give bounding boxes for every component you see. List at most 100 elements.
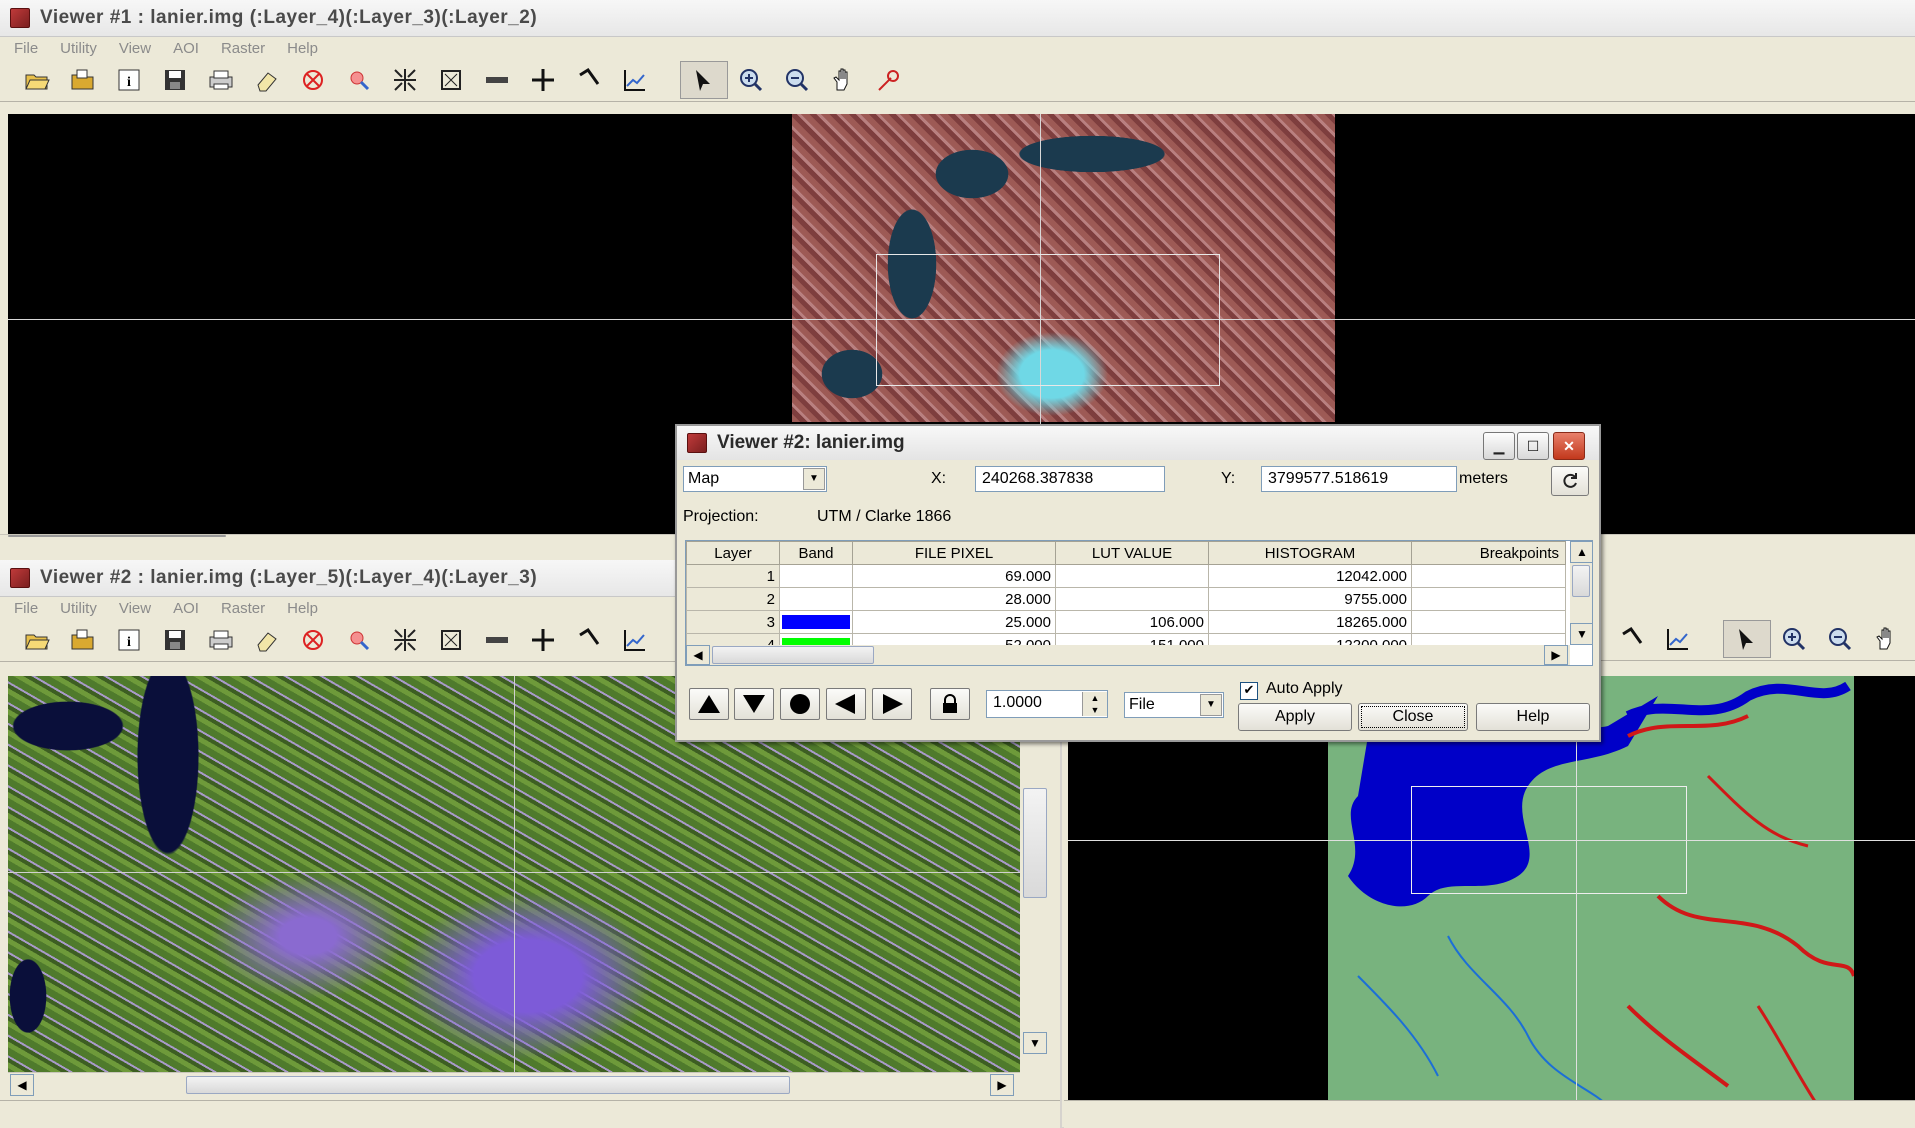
band-color-cell[interactable]	[779, 564, 853, 588]
col-layer[interactable]: Layer	[686, 541, 780, 565]
inquire-cursor-icon[interactable]	[866, 62, 912, 98]
save-icon[interactable]	[152, 622, 198, 658]
col-lut-value[interactable]: LUT VALUE	[1055, 541, 1209, 565]
eraser-icon[interactable]	[244, 622, 290, 658]
table-vertical-scrollbar[interactable]: ▲ ▼	[1570, 541, 1592, 645]
x-coordinate-field[interactable]: 240268.387838	[975, 466, 1165, 492]
menu-file[interactable]: File	[14, 39, 39, 57]
crosshair-icon[interactable]	[520, 622, 566, 658]
zoom-out-icon[interactable]	[1817, 621, 1863, 657]
inquire-icon[interactable]	[336, 62, 382, 98]
table-row[interactable]: 1 69.000 12042.000	[686, 564, 1566, 588]
select-arrow-icon[interactable]	[1723, 620, 1771, 658]
menu-utility[interactable]: Utility	[60, 39, 97, 57]
table-vscroll-thumb[interactable]	[1572, 565, 1590, 597]
viewer3-image-canvas[interactable]	[1068, 676, 1915, 1106]
menu-aoi[interactable]: AOI	[173, 599, 199, 617]
info-icon[interactable]: i	[106, 62, 152, 98]
arrange-icon[interactable]	[566, 62, 612, 98]
histogram-icon[interactable]	[612, 62, 658, 98]
table-row[interactable]: 2 28.000 9755.000	[686, 587, 1566, 611]
move-right-button[interactable]	[872, 688, 912, 720]
menu-raster[interactable]: Raster	[220, 39, 266, 57]
viewer2-image-canvas[interactable]	[8, 676, 1020, 1076]
move-down-button[interactable]	[734, 688, 774, 720]
col-file-pixel[interactable]: FILE PIXEL	[852, 541, 1056, 565]
expand-icon[interactable]	[428, 62, 474, 98]
histogram-icon[interactable]	[1655, 621, 1701, 657]
source-select[interactable]: File ▼	[1124, 692, 1224, 718]
viewer1-link-box[interactable]	[876, 254, 1220, 386]
move-left-button[interactable]	[826, 688, 866, 720]
viewer1-titlebar[interactable]: Viewer #1 : lanier.img (:Layer_4)(:Layer…	[0, 0, 1915, 37]
open-folder-icon[interactable]	[60, 62, 106, 98]
crosshair-icon[interactable]	[520, 62, 566, 98]
open-icon[interactable]	[14, 622, 60, 658]
scroll-down-button[interactable]: ▼	[1023, 1032, 1047, 1054]
minimize-button[interactable]: ▁	[1483, 432, 1515, 460]
scroll-up-button[interactable]: ▲	[1570, 541, 1592, 563]
save-icon[interactable]	[152, 62, 198, 98]
table-hscroll-thumb[interactable]	[712, 646, 874, 664]
eraser-icon[interactable]	[244, 62, 290, 98]
table-row[interactable]: 3 25.000 106.000 18265.000	[686, 610, 1566, 634]
arrange-icon[interactable]	[566, 622, 612, 658]
close-window-button[interactable]: ✕	[1553, 432, 1585, 460]
arrange-icon[interactable]	[1609, 621, 1655, 657]
refresh-button[interactable]	[1551, 466, 1589, 496]
band-color-cell[interactable]	[779, 587, 853, 611]
fit-icon[interactable]	[382, 62, 428, 98]
step-spinner[interactable]: ▲ ▼	[1082, 692, 1107, 716]
inquire-icon[interactable]	[336, 622, 382, 658]
menu-view[interactable]: View	[118, 599, 152, 617]
col-breakpoints[interactable]: Breakpoints	[1411, 541, 1566, 565]
scroll-down-button[interactable]: ▼	[1570, 623, 1592, 645]
col-band[interactable]: Band	[779, 541, 853, 565]
scroll-right-button[interactable]: ▶	[990, 1074, 1014, 1096]
measure-icon[interactable]	[474, 62, 520, 98]
menu-view[interactable]: View	[118, 39, 152, 57]
clear-icon[interactable]	[290, 622, 336, 658]
lock-button[interactable]	[930, 688, 970, 720]
apply-button[interactable]: Apply	[1238, 703, 1352, 731]
info-icon[interactable]: i	[106, 622, 152, 658]
dialog-titlebar[interactable]: Viewer #2: lanier.img	[677, 426, 1599, 460]
open-icon[interactable]	[14, 62, 60, 98]
menu-file[interactable]: File	[14, 599, 39, 617]
help-button[interactable]: Help	[1476, 703, 1590, 731]
print-icon[interactable]	[198, 622, 244, 658]
pan-hand-icon[interactable]	[820, 62, 866, 98]
viewer2-horizontal-scrollbar[interactable]: ◀ ▶	[8, 1072, 1020, 1096]
measure-icon[interactable]	[474, 622, 520, 658]
scroll-left-button[interactable]: ◀	[10, 1074, 34, 1096]
print-icon[interactable]	[198, 62, 244, 98]
menu-utility[interactable]: Utility	[60, 599, 97, 617]
zoom-in-icon[interactable]	[1771, 621, 1817, 657]
col-histogram[interactable]: HISTOGRAM	[1208, 541, 1412, 565]
viewer1-scroll-thumb[interactable]	[8, 535, 226, 537]
zoom-out-icon[interactable]	[774, 62, 820, 98]
menu-raster[interactable]: Raster	[220, 599, 266, 617]
chevron-down-icon[interactable]: ▼	[1200, 694, 1222, 716]
center-button[interactable]	[780, 688, 820, 720]
pan-hand-icon[interactable]	[1863, 621, 1909, 657]
scroll-right-button[interactable]: ▶	[1544, 645, 1568, 665]
expand-icon[interactable]	[428, 622, 474, 658]
viewer2-vscroll-thumb[interactable]	[1023, 788, 1047, 898]
y-coordinate-field[interactable]: 3799577.518619	[1261, 466, 1457, 492]
menu-help[interactable]: Help	[287, 599, 318, 617]
histogram-icon[interactable]	[612, 622, 658, 658]
move-up-button[interactable]	[689, 688, 729, 720]
scroll-left-button[interactable]: ◀	[686, 645, 710, 665]
open-folder-icon[interactable]	[60, 622, 106, 658]
menu-aoi[interactable]: AOI	[173, 39, 199, 57]
zoom-in-icon[interactable]	[728, 62, 774, 98]
fit-icon[interactable]	[382, 622, 428, 658]
viewer2-hscroll-thumb[interactable]	[186, 1076, 790, 1094]
coord-type-select[interactable]: Map ▼	[683, 466, 827, 492]
auto-apply-checkbox[interactable]: ✔	[1240, 682, 1258, 700]
close-button[interactable]: Close	[1358, 703, 1468, 731]
select-arrow-icon[interactable]	[680, 61, 728, 99]
band-color-cell[interactable]	[779, 610, 853, 634]
maximize-button[interactable]: ☐	[1517, 432, 1549, 460]
